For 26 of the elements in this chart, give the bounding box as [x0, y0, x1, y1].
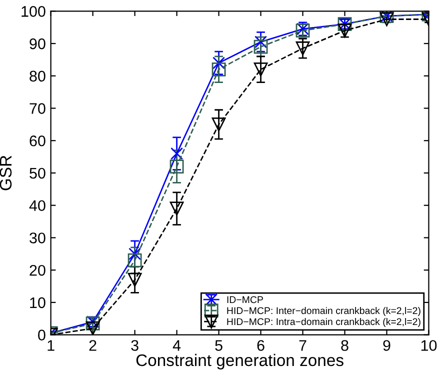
x-axis-title: Constraint generation zones: [136, 354, 344, 370]
x-tick-label: 6: [257, 340, 264, 351]
y-tick-label: 90: [30, 38, 46, 50]
y-tick-label: 40: [29, 200, 46, 212]
y-tick-label: 100: [22, 6, 46, 17]
x-tick-label: 1: [48, 340, 54, 351]
y-tick-label: 70: [30, 103, 46, 114]
y-tick-label: 0: [38, 330, 46, 340]
x-tick-label: 4: [172, 340, 181, 351]
y-tick-label: 60: [30, 135, 46, 146]
y-tick-label: 50: [30, 168, 46, 179]
x-tick-label: 3: [131, 340, 138, 351]
y-tick-label: 10: [30, 297, 46, 308]
x-tick-label: 7: [299, 340, 306, 351]
y-tick-label: 30: [30, 232, 46, 244]
x-tick-label: 9: [383, 340, 390, 351]
x-tick-label: 8: [341, 340, 348, 351]
y-axis-title: GSR: [0, 156, 12, 190]
y-tick-label: 20: [30, 264, 46, 276]
x-tick-label: 5: [215, 340, 222, 351]
y-tick-label: 80: [30, 70, 46, 82]
legend-label: ID−MCP: [227, 296, 263, 304]
x-tick-label: 10: [421, 340, 437, 351]
legend-label: HID−MCP: Inter−domain crankback (k=2,l=2): [227, 306, 420, 316]
legend-label: HID−MCP: Intra−domain crankback (k=2,l=2): [227, 318, 420, 328]
x-tick-label: 2: [89, 340, 96, 351]
